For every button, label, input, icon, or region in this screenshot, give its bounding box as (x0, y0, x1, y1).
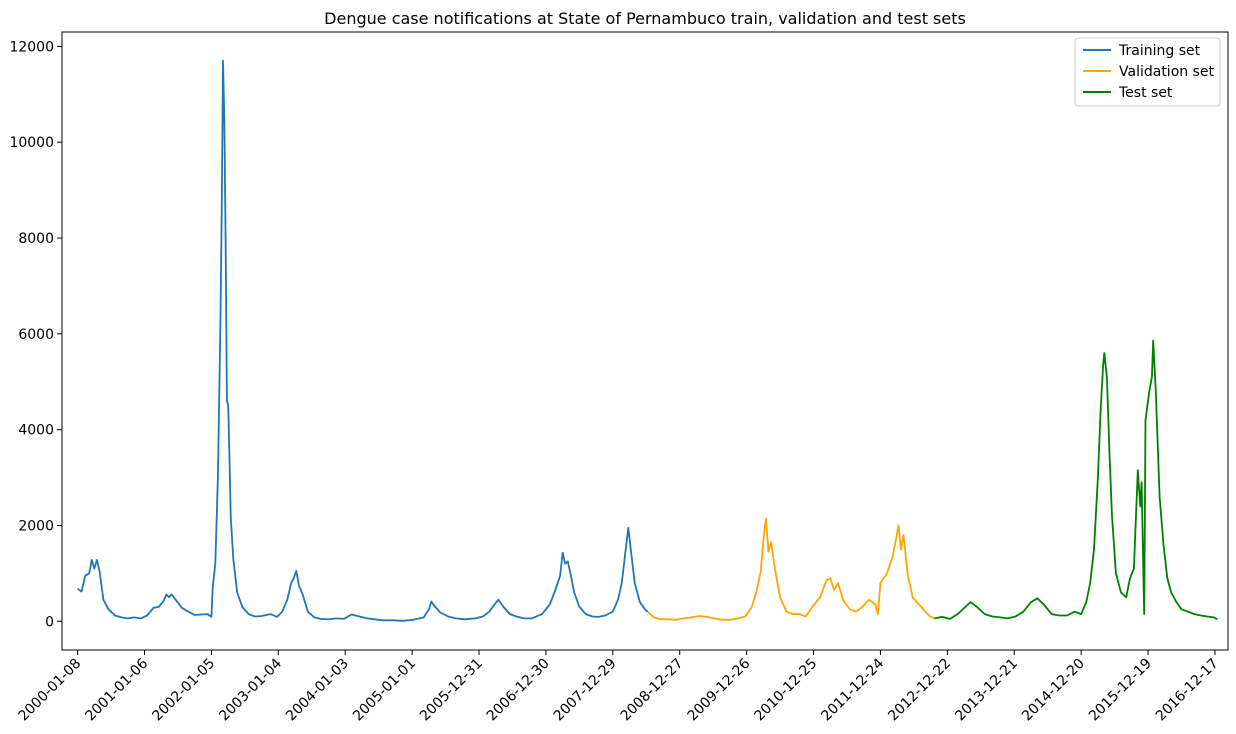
series-layer (77, 59, 1218, 622)
legend-label: Test set (1118, 85, 1173, 101)
series-line-2 (647, 517, 935, 621)
y-tick-label: 8000 (18, 231, 54, 247)
y-tick-label: 4000 (18, 423, 54, 439)
chart-title: Dengue case notifications at State of Pe… (324, 9, 966, 28)
y-tick-label: 12000 (9, 39, 54, 55)
legend-box (1074, 37, 1221, 107)
series-line-1 (77, 59, 649, 622)
plot-frame (61, 31, 1229, 651)
y-tick-label: 2000 (18, 518, 54, 534)
y-tick-label: 0 (45, 614, 54, 630)
legend-label: Training set (1118, 43, 1201, 59)
y-tick-label: 10000 (9, 135, 54, 151)
legend: Training set Validation set Test set (1074, 37, 1221, 107)
legend-label: Validation set (1119, 64, 1214, 80)
y-tick-label: 6000 (18, 327, 54, 343)
series-line-3 (934, 339, 1218, 621)
